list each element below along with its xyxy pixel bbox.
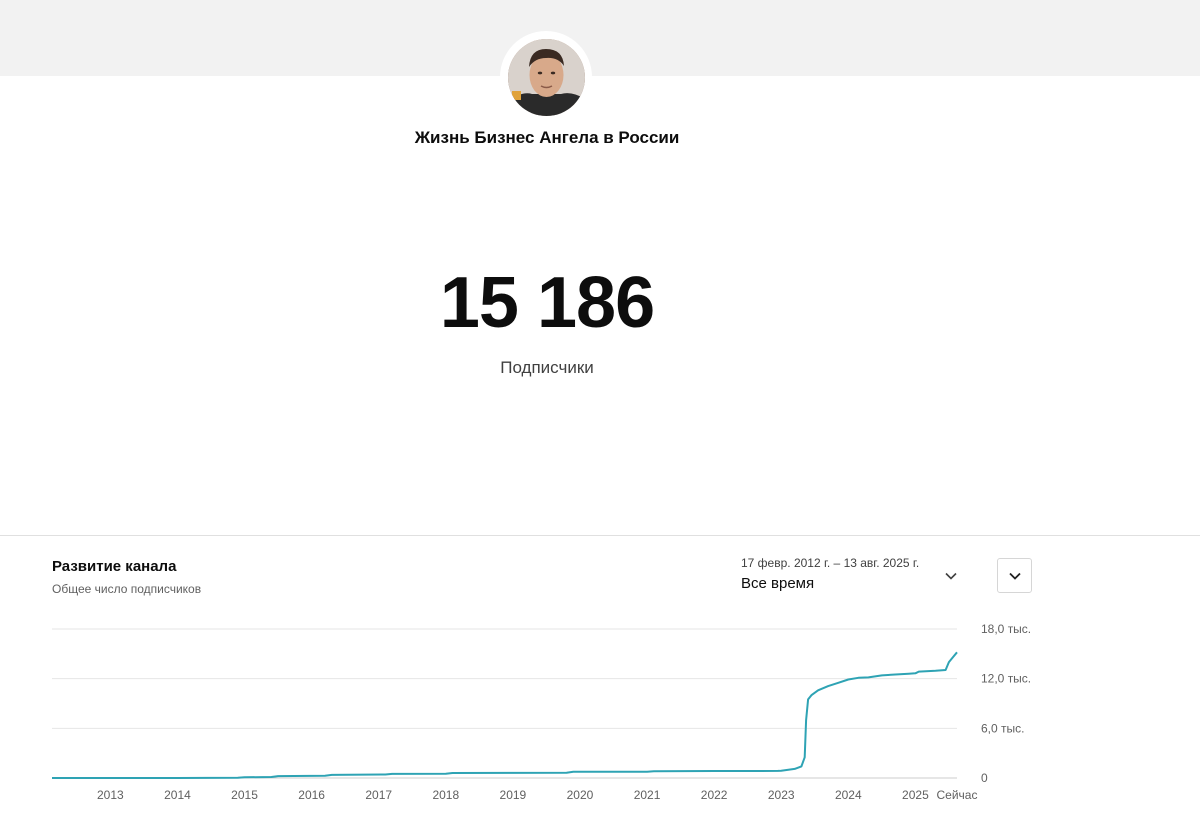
chevron-down-icon[interactable] [943, 568, 959, 584]
y-tick-label: 0 [981, 771, 988, 785]
x-axis-labels: 2013 2014 2015 2016 2017 2018 2019 2020 2021 2022… [97, 788, 977, 802]
expand-button[interactable] [997, 558, 1032, 593]
x-tick-label: Сейчас [937, 788, 978, 802]
subscriber-label: Подписчики [500, 358, 594, 377]
x-tick-label: 2016 [298, 788, 325, 802]
period-select[interactable]: Все время [741, 575, 815, 592]
x-tick-label: 2014 [164, 788, 191, 802]
subscriber-count: 15 186 [439, 263, 655, 343]
y-tick-label: 6,0 тыс. [981, 721, 1024, 735]
x-tick-label: 2017 [365, 788, 392, 802]
header-band [0, 0, 1200, 76]
x-tick-label: 2013 [97, 788, 124, 802]
x-tick-label: 2024 [835, 788, 862, 802]
chart-series [52, 651, 958, 779]
chart-grid [52, 628, 957, 779]
section-divider [0, 535, 1200, 536]
subscriber-chart: 0 6,0 тыс. 12,0 тыс. 18,0 тыс. 2013 2014 2015… [52, 622, 1031, 802]
x-tick-label: 2019 [500, 788, 527, 802]
x-tick-label: 2025 [902, 788, 929, 802]
channel-name: Жизнь Бизнес Ангела в России [414, 128, 680, 147]
y-axis-labels: 0 6,0 тыс. 12,0 тыс. 18,0 тыс. [981, 622, 1031, 785]
channel-avatar[interactable] [508, 39, 585, 116]
x-tick-label: 2015 [231, 788, 258, 802]
x-tick-label: 2020 [567, 788, 594, 802]
avatar-portrait-icon [508, 39, 585, 116]
chevron-down-icon [1008, 572, 1021, 580]
x-tick-label: 2018 [432, 788, 459, 802]
x-tick-label: 2023 [768, 788, 795, 802]
series-line [52, 651, 958, 779]
panel-title: Развитие канала [52, 558, 177, 575]
x-tick-label: 2021 [634, 788, 661, 802]
y-tick-label: 18,0 тыс. [981, 622, 1031, 636]
date-range[interactable]: 17 февр. 2012 г. – 13 авг. 2025 г. [741, 556, 920, 570]
panel-subtitle: Общее число подписчиков [52, 582, 202, 596]
y-tick-label: 12,0 тыс. [981, 672, 1031, 686]
x-tick-label: 2022 [701, 788, 728, 802]
